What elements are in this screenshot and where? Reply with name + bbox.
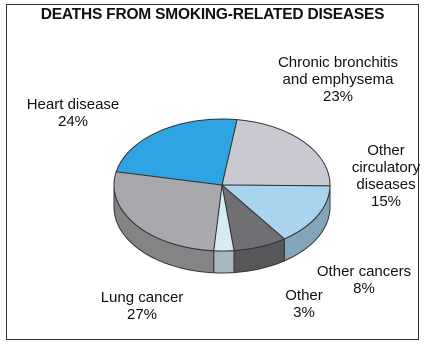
label-name-other: Other: [285, 287, 323, 304]
label-name-other-circulatory-diseases: circulatory: [352, 159, 421, 176]
chart-title: DEATHS FROM SMOKING-RELATED DISEASES: [40, 6, 385, 23]
pie-tops: [113, 118, 331, 252]
label-value-other: 3%: [293, 304, 315, 321]
label-name-chronic-bronchitis-and-emphysema: Chronic bronchitis: [278, 54, 398, 71]
label-value-chronic-bronchitis-and-emphysema: 23%: [323, 88, 353, 105]
slice-heart-disease: [115, 118, 238, 186]
label-name-heart-disease: Heart disease: [27, 96, 120, 113]
label-value-heart-disease: 24%: [58, 113, 88, 130]
slice-lung-cancer: [113, 171, 223, 252]
label-name-other-circulatory-diseases: diseases: [356, 176, 415, 193]
label-value-other-circulatory-diseases: 15%: [371, 193, 401, 210]
label-value-other-cancers: 8%: [353, 280, 375, 297]
slice-side-other: [213, 250, 235, 274]
label-name-chronic-bronchitis-and-emphysema: and emphysema: [283, 71, 395, 88]
label-name-other-cancers: Other cancers: [317, 263, 411, 280]
label-name-other-circulatory-diseases: Other: [367, 142, 405, 159]
slice-chronic-bronchitis-and-emphysema: [221, 119, 331, 187]
slice-other-circulatory-diseases: [221, 184, 331, 240]
label-value-lung-cancer: 27%: [127, 306, 157, 323]
label-name-lung-cancer: Lung cancer: [101, 289, 184, 306]
